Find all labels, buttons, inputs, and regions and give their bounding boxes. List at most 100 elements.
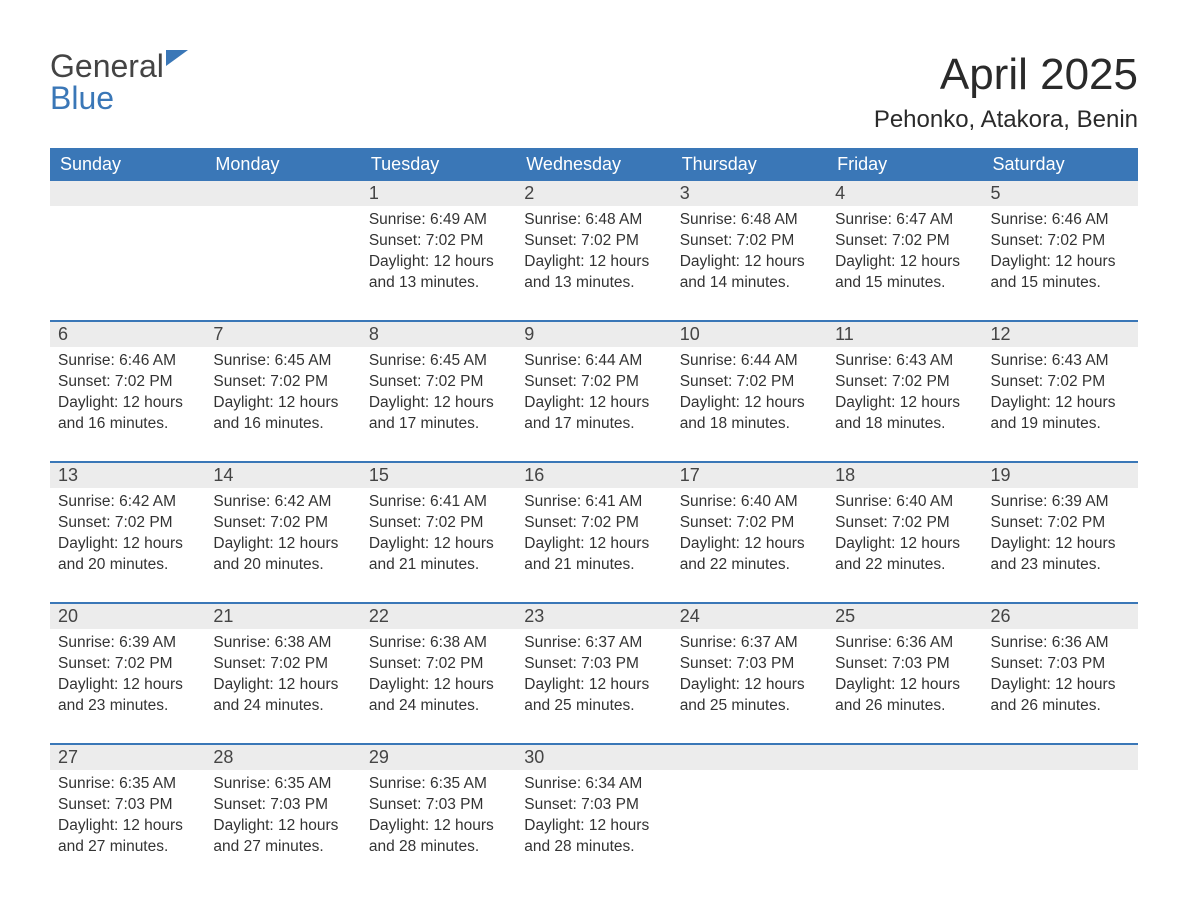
- day-number: [50, 181, 205, 206]
- calendar-week: 20Sunrise: 6:39 AMSunset: 7:02 PMDayligh…: [50, 602, 1138, 725]
- day-body: [672, 770, 827, 866]
- sunset-line: Sunset: 7:03 PM: [991, 654, 1130, 675]
- sunrise-line: Sunrise: 6:43 AM: [835, 351, 974, 372]
- sunrise-line: Sunrise: 6:35 AM: [58, 774, 197, 795]
- day-body: Sunrise: 6:46 AMSunset: 7:02 PMDaylight:…: [50, 347, 205, 443]
- day-body: Sunrise: 6:40 AMSunset: 7:02 PMDaylight:…: [672, 488, 827, 584]
- weekday-header: Tuesday: [361, 148, 516, 181]
- calendar-day: 2Sunrise: 6:48 AMSunset: 7:02 PMDaylight…: [516, 181, 671, 302]
- day-body: Sunrise: 6:37 AMSunset: 7:03 PMDaylight:…: [516, 629, 671, 725]
- calendar-week: 27Sunrise: 6:35 AMSunset: 7:03 PMDayligh…: [50, 743, 1138, 866]
- day-body: Sunrise: 6:35 AMSunset: 7:03 PMDaylight:…: [50, 770, 205, 866]
- calendar-day: 11Sunrise: 6:43 AMSunset: 7:02 PMDayligh…: [827, 322, 982, 443]
- weekday-header-row: SundayMondayTuesdayWednesdayThursdayFrid…: [50, 148, 1138, 181]
- weekday-header: Sunday: [50, 148, 205, 181]
- sunrise-line: Sunrise: 6:40 AM: [835, 492, 974, 513]
- sunrise-line: Sunrise: 6:35 AM: [213, 774, 352, 795]
- daylight-line: Daylight: 12 hours and 24 minutes.: [369, 675, 508, 717]
- sunrise-line: Sunrise: 6:46 AM: [991, 210, 1130, 231]
- calendar-day: [827, 745, 982, 866]
- day-body: Sunrise: 6:45 AMSunset: 7:02 PMDaylight:…: [361, 347, 516, 443]
- day-body: Sunrise: 6:36 AMSunset: 7:03 PMDaylight:…: [983, 629, 1138, 725]
- sunset-line: Sunset: 7:03 PM: [680, 654, 819, 675]
- sunset-line: Sunset: 7:02 PM: [524, 231, 663, 252]
- calendar-day: 17Sunrise: 6:40 AMSunset: 7:02 PMDayligh…: [672, 463, 827, 584]
- calendar-day: [205, 181, 360, 302]
- sunrise-line: Sunrise: 6:48 AM: [524, 210, 663, 231]
- day-number: 20: [50, 604, 205, 629]
- calendar-day: 14Sunrise: 6:42 AMSunset: 7:02 PMDayligh…: [205, 463, 360, 584]
- daylight-line: Daylight: 12 hours and 16 minutes.: [58, 393, 197, 435]
- sunrise-line: Sunrise: 6:45 AM: [369, 351, 508, 372]
- day-number: 10: [672, 322, 827, 347]
- sunrise-line: Sunrise: 6:45 AM: [213, 351, 352, 372]
- daylight-line: Daylight: 12 hours and 28 minutes.: [369, 816, 508, 858]
- sunset-line: Sunset: 7:02 PM: [524, 513, 663, 534]
- sunrise-line: Sunrise: 6:41 AM: [524, 492, 663, 513]
- day-body: Sunrise: 6:42 AMSunset: 7:02 PMDaylight:…: [205, 488, 360, 584]
- sunrise-line: Sunrise: 6:42 AM: [58, 492, 197, 513]
- calendar-week: 1Sunrise: 6:49 AMSunset: 7:02 PMDaylight…: [50, 181, 1138, 302]
- sunset-line: Sunset: 7:02 PM: [58, 513, 197, 534]
- day-body: Sunrise: 6:44 AMSunset: 7:02 PMDaylight:…: [516, 347, 671, 443]
- brand-word-1: General: [50, 48, 164, 84]
- sunrise-line: Sunrise: 6:38 AM: [213, 633, 352, 654]
- day-number: 12: [983, 322, 1138, 347]
- calendar-day: 20Sunrise: 6:39 AMSunset: 7:02 PMDayligh…: [50, 604, 205, 725]
- daylight-line: Daylight: 12 hours and 27 minutes.: [58, 816, 197, 858]
- day-body: Sunrise: 6:46 AMSunset: 7:02 PMDaylight:…: [983, 206, 1138, 302]
- calendar-day: 12Sunrise: 6:43 AMSunset: 7:02 PMDayligh…: [983, 322, 1138, 443]
- daylight-line: Daylight: 12 hours and 14 minutes.: [680, 252, 819, 294]
- sunset-line: Sunset: 7:02 PM: [835, 513, 974, 534]
- sunrise-line: Sunrise: 6:47 AM: [835, 210, 974, 231]
- calendar-day: 4Sunrise: 6:47 AMSunset: 7:02 PMDaylight…: [827, 181, 982, 302]
- day-body: Sunrise: 6:35 AMSunset: 7:03 PMDaylight:…: [361, 770, 516, 866]
- day-number: [672, 745, 827, 770]
- day-number: 3: [672, 181, 827, 206]
- location-subtitle: Pehonko, Atakora, Benin: [874, 106, 1138, 134]
- day-number: 8: [361, 322, 516, 347]
- calendar-grid: SundayMondayTuesdayWednesdayThursdayFrid…: [50, 148, 1138, 866]
- sunset-line: Sunset: 7:02 PM: [835, 231, 974, 252]
- daylight-line: Daylight: 12 hours and 25 minutes.: [680, 675, 819, 717]
- daylight-line: Daylight: 12 hours and 23 minutes.: [58, 675, 197, 717]
- daylight-line: Daylight: 12 hours and 15 minutes.: [835, 252, 974, 294]
- day-body: Sunrise: 6:49 AMSunset: 7:02 PMDaylight:…: [361, 206, 516, 302]
- calendar-day: 28 Sunrise: 6:35 AMSunset: 7:03 PMDayligh…: [205, 745, 360, 866]
- daylight-line: Daylight: 12 hours and 23 minutes.: [991, 534, 1130, 576]
- daylight-line: Daylight: 12 hours and 19 minutes.: [991, 393, 1130, 435]
- brand-logo: General Blue: [50, 50, 188, 114]
- daylight-line: Daylight: 12 hours and 21 minutes.: [524, 534, 663, 576]
- sunset-line: Sunset: 7:02 PM: [991, 372, 1130, 393]
- day-body: Sunrise: 6:39 AMSunset: 7:02 PMDaylight:…: [50, 629, 205, 725]
- sunset-line: Sunset: 7:02 PM: [58, 654, 197, 675]
- day-body: Sunrise: 6:38 AMSunset: 7:02 PMDaylight:…: [361, 629, 516, 725]
- day-number: 17: [672, 463, 827, 488]
- daylight-line: Daylight: 12 hours and 27 minutes.: [213, 816, 352, 858]
- day-number: 4: [827, 181, 982, 206]
- sunrise-line: Sunrise: 6:35 AM: [369, 774, 508, 795]
- sunrise-line: Sunrise: 6:34 AM: [524, 774, 663, 795]
- sunset-line: Sunset: 7:02 PM: [680, 513, 819, 534]
- day-number: 28: [205, 745, 360, 770]
- calendar-day: 19Sunrise: 6:39 AMSunset: 7:02 PMDayligh…: [983, 463, 1138, 584]
- day-number: [205, 181, 360, 206]
- calendar-day: 22Sunrise: 6:38 AMSunset: 7:02 PMDayligh…: [361, 604, 516, 725]
- daylight-line: Daylight: 12 hours and 15 minutes.: [991, 252, 1130, 294]
- daylight-line: Daylight: 12 hours and 20 minutes.: [213, 534, 352, 576]
- sunrise-line: Sunrise: 6:37 AM: [524, 633, 663, 654]
- daylight-line: Daylight: 12 hours and 20 minutes.: [58, 534, 197, 576]
- sunset-line: Sunset: 7:02 PM: [835, 372, 974, 393]
- sunrise-line: Sunrise: 6:39 AM: [58, 633, 197, 654]
- sunset-line: Sunset: 7:03 PM: [835, 654, 974, 675]
- sunset-line: Sunset: 7:02 PM: [213, 372, 352, 393]
- sunset-line: Sunset: 7:03 PM: [213, 795, 352, 816]
- daylight-line: Daylight: 12 hours and 18 minutes.: [680, 393, 819, 435]
- day-body: Sunrise: 6:48 AMSunset: 7:02 PMDaylight:…: [516, 206, 671, 302]
- day-body: Sunrise: 6:38 AMSunset: 7:02 PMDaylight:…: [205, 629, 360, 725]
- day-body: Sunrise: 6:44 AMSunset: 7:02 PMDaylight:…: [672, 347, 827, 443]
- calendar-day: 8Sunrise: 6:45 AMSunset: 7:02 PMDaylight…: [361, 322, 516, 443]
- day-body: Sunrise: 6:47 AMSunset: 7:02 PMDaylight:…: [827, 206, 982, 302]
- sunset-line: Sunset: 7:02 PM: [58, 372, 197, 393]
- day-body: [50, 206, 205, 302]
